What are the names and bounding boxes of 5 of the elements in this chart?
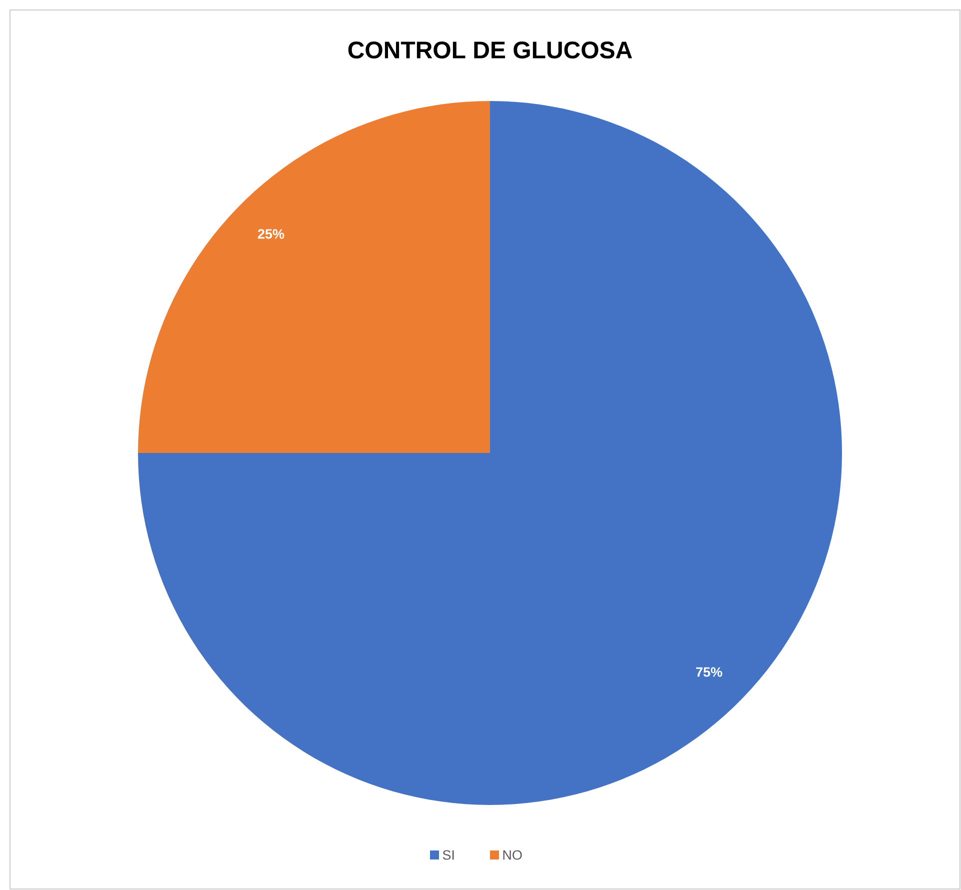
data-label: 75%	[696, 667, 722, 677]
legend-label: SI	[442, 850, 454, 860]
chart-title: CONTROL DE GLUCOSA	[348, 41, 632, 58]
data-label: 25%	[258, 229, 284, 239]
legend-label: NO	[503, 850, 522, 860]
